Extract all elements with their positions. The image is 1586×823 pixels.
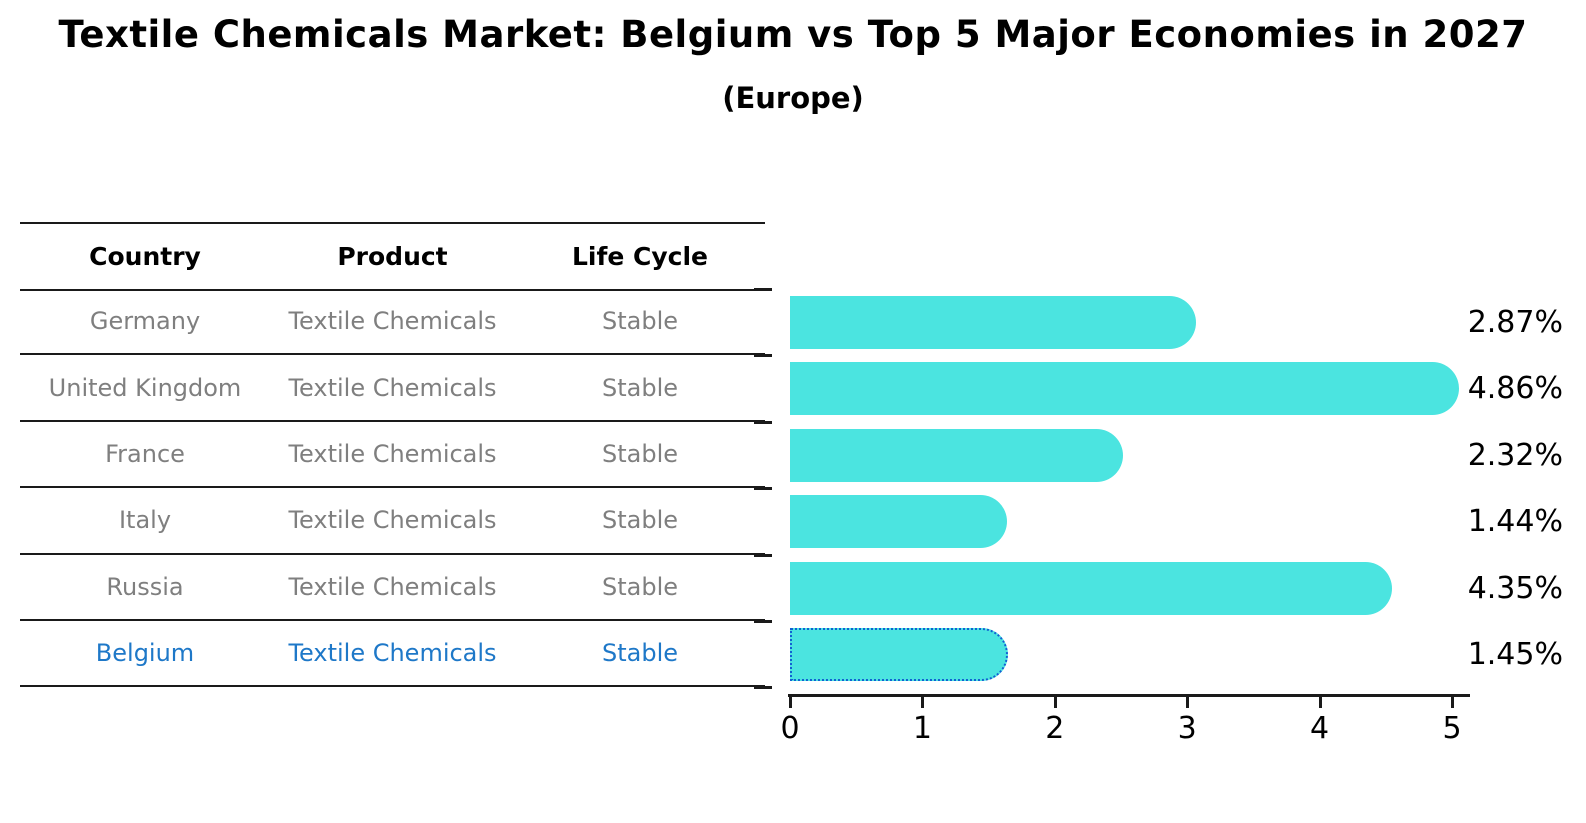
cell-country: Belgium <box>95 639 195 668</box>
x-axis-tick <box>789 694 792 708</box>
cell-country: Italy <box>118 506 172 535</box>
bar-united-kingdom <box>790 362 1460 416</box>
x-axis-tick-label: 0 <box>780 711 800 746</box>
cell-lifecycle: Stable <box>601 572 679 601</box>
bar-value-label: 2.32% <box>1467 437 1563 473</box>
cell-country: France <box>105 439 185 468</box>
cell-product: Textile Chemicals <box>288 307 497 336</box>
bar-italy <box>790 495 1007 549</box>
bar-germany <box>790 296 1196 349</box>
table-row: Belgium Textile Chemicals Stable <box>20 621 765 688</box>
x-axis-line <box>788 694 1470 697</box>
bar-france <box>790 428 1124 482</box>
cell-product: Textile Chemicals <box>288 639 497 668</box>
bar-value-label: 4.86% <box>1467 371 1563 407</box>
cell-lifecycle: Stable <box>601 373 679 402</box>
cell-lifecycle: Stable <box>601 307 679 336</box>
y-axis-tick <box>754 420 772 424</box>
x-axis-tick-label: 2 <box>1045 711 1065 746</box>
bar-value-label: 1.45% <box>1467 637 1563 672</box>
cell-country: Russia <box>106 572 184 601</box>
table-row: France Textile Chemicals Stable <box>20 422 765 489</box>
x-axis-tick <box>1186 694 1190 708</box>
y-axis-tick <box>754 553 772 557</box>
bar-value-label: 2.87% <box>1467 305 1563 340</box>
header-cell-lifecycle: Life Cycle <box>571 242 709 271</box>
x-axis-tick <box>1318 694 1322 708</box>
page-subtitle: (Europe) <box>722 81 864 115</box>
y-axis-tick <box>754 686 772 690</box>
y-axis-tick <box>754 354 772 358</box>
page-title: Textile Chemicals Market: Belgium vs Top… <box>58 13 1528 56</box>
header-cell-country: Country <box>89 242 201 271</box>
cell-lifecycle: Stable <box>601 639 679 668</box>
y-axis-tick <box>754 288 772 291</box>
table-header-row: Country Product Life Cycle <box>20 222 765 291</box>
x-axis-tick <box>1451 694 1454 708</box>
table-row: Germany Textile Chemicals Stable <box>20 289 765 356</box>
cell-product: Textile Chemicals <box>288 506 497 535</box>
bar-value-label: 4.35% <box>1467 570 1563 606</box>
table-row: Italy Textile Chemicals Stable <box>20 488 765 555</box>
cell-country: United Kingdom <box>48 373 242 402</box>
cell-product: Textile Chemicals <box>288 373 497 402</box>
cell-lifecycle: Stable <box>601 439 679 468</box>
x-axis-tick-label: 1 <box>912 711 932 746</box>
x-axis-tick <box>1053 694 1057 708</box>
cell-lifecycle: Stable <box>601 506 679 535</box>
table-row: Russia Textile Chemicals Stable <box>20 555 765 621</box>
y-axis-tick <box>754 487 772 491</box>
x-axis-tick-label: 5 <box>1442 711 1462 746</box>
table-row: United Kingdom Textile Chemicals Stable <box>20 355 765 422</box>
header-cell-product: Product <box>337 242 448 271</box>
y-axis-tick <box>754 620 772 623</box>
bar-belgium <box>790 628 1008 681</box>
cell-product: Textile Chemicals <box>288 439 497 468</box>
cell-product: Textile Chemicals <box>288 572 497 601</box>
bar-value-label: 1.44% <box>1467 504 1563 540</box>
x-axis-tick-label: 3 <box>1177 711 1197 746</box>
x-axis-tick <box>921 694 925 708</box>
x-axis-tick-label: 4 <box>1310 711 1330 746</box>
bar-russia <box>790 561 1392 615</box>
cell-country: Germany <box>89 307 201 336</box>
